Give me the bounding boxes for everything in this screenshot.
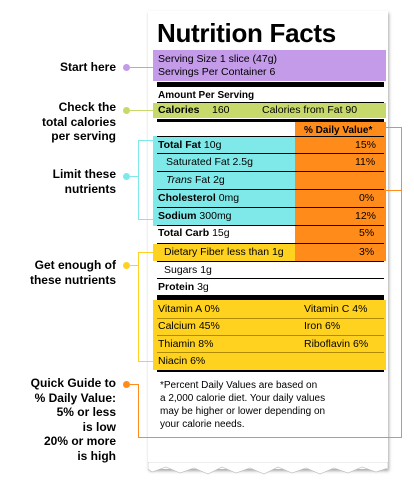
divider	[157, 102, 384, 103]
amount-per-serving: Amount Per Serving	[158, 90, 255, 101]
divider	[157, 225, 384, 226]
connector-guide-vertical	[138, 384, 139, 438]
divider-medium	[157, 119, 384, 122]
calories-label: Calories	[158, 104, 200, 116]
divider	[157, 243, 384, 244]
nutrient-sugars: Sugars 1g	[164, 264, 212, 276]
connector-start	[130, 67, 153, 68]
limit-band	[153, 136, 295, 226]
divider	[157, 278, 384, 279]
annotation-limit: Limit these nutrients	[52, 167, 116, 196]
servings-per-container: Servings Per Container 6	[158, 66, 276, 78]
nutrient-trans-fat: Trans Fat 2g	[166, 174, 225, 186]
daily-value-column	[295, 122, 386, 261]
fiber-band	[153, 244, 295, 261]
calories-band	[153, 103, 386, 118]
divider	[157, 261, 384, 262]
divider	[157, 335, 384, 336]
annotation-start: Start here	[59, 60, 116, 74]
annotation-enough: Get enough of these nutrients	[29, 258, 116, 287]
nutrient-sodium: Sodium 300mg	[158, 210, 232, 222]
vitamin-c: Vitamin C 4%	[304, 303, 368, 315]
nutrient-saturated-fat: Saturated Fat 2.5g	[166, 156, 253, 168]
iron: Iron 6%	[304, 320, 341, 332]
dot-enough	[123, 262, 130, 269]
footnote-line: a 2,000 calorie diet. Your daily values	[160, 393, 326, 404]
nutrient-dietary-fiber: Dietary Fiber less than 1g	[164, 246, 284, 258]
dv-saturated-fat: 11%	[355, 156, 376, 168]
connector-guide-right	[401, 127, 402, 438]
connector-enough	[130, 265, 138, 266]
bracket-limit	[138, 140, 153, 220]
divider-thick	[157, 295, 384, 300]
label-title: Nutrition Facts	[157, 18, 336, 48]
dv-total-carb: 5%	[359, 227, 375, 239]
dv-total-fat: 15%	[355, 139, 377, 151]
footnote-line: may be higher or lower depending on	[160, 406, 326, 417]
daily-value-header: % Daily Value*	[304, 125, 373, 136]
dv-dietary-fiber: 3%	[359, 246, 375, 258]
niacin: Niacin 6%	[158, 355, 206, 367]
torn-edge	[148, 462, 388, 475]
dot-limit	[123, 173, 130, 180]
dot-start	[123, 64, 130, 71]
connector-guide	[130, 384, 138, 385]
thiamin: Thiamin 8%	[158, 338, 214, 350]
bracket-enough	[138, 252, 153, 362]
calories-from-fat: Calories from Fat 90	[262, 104, 358, 116]
dv-sodium: 12%	[355, 210, 377, 222]
divider-medium	[157, 370, 384, 372]
connector-guide-top	[386, 127, 402, 128]
connector-guide-bottom	[138, 437, 402, 438]
divider-thick	[157, 82, 384, 87]
vitamin-a: Vitamin A 0%	[158, 303, 220, 315]
calories-value: 160	[212, 104, 230, 116]
riboflavin: Riboflavin 6%	[304, 338, 369, 350]
dot-calories	[123, 107, 130, 114]
nutrient-cholesterol: Cholesterol 0mg	[158, 192, 240, 204]
divider	[157, 352, 384, 353]
connector-guide-mid	[386, 190, 402, 191]
nutrient-total-carb: Total Carb 15g	[158, 227, 230, 239]
calcium: Calcium 45%	[158, 320, 220, 332]
divider	[157, 153, 384, 154]
connector-limit	[130, 176, 138, 177]
divider	[157, 189, 384, 190]
divider	[157, 171, 384, 172]
dot-guide	[123, 381, 130, 388]
divider	[157, 207, 384, 208]
nutrient-protein: Protein 3g	[158, 281, 209, 293]
annotation-guide: Quick Guide to % Daily Value: 5% or less…	[30, 376, 116, 463]
serving-band	[153, 50, 386, 81]
nutrient-total-fat: Total Fat 10g	[158, 139, 222, 151]
connector-calories	[130, 110, 153, 111]
annotation-calories: Check the total calories per serving	[41, 100, 116, 143]
divider	[157, 136, 384, 137]
footnote-line: *Percent Daily Values are based on	[160, 380, 318, 391]
divider	[157, 318, 384, 319]
dv-cholesterol: 0%	[359, 192, 375, 204]
footnote-line: your calorie needs.	[160, 419, 245, 430]
serving-size: Serving Size 1 slice (47g)	[158, 53, 278, 65]
